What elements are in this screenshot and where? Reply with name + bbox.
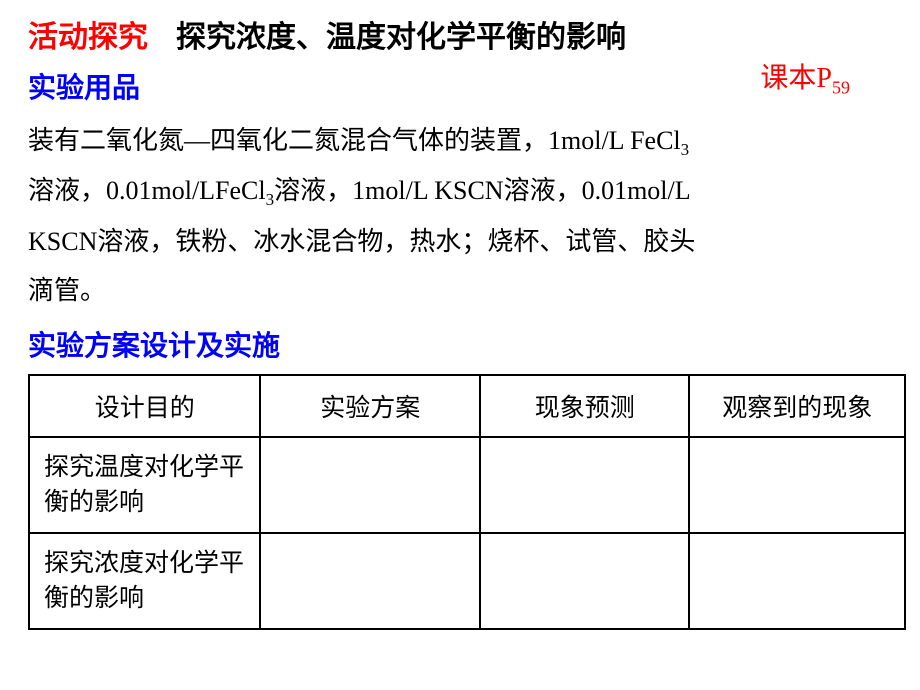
cell-prediction-1: [480, 437, 690, 533]
cell-purpose-2: 探究浓度对化学平衡的影响: [29, 533, 260, 629]
main-title: 探究浓度、温度对化学平衡的影响: [176, 12, 626, 56]
materials-line3: KSCN溶液，铁粉、冰水混合物，热水；烧杯、试管、胶头: [28, 227, 695, 256]
table-header-row: 设计目的 实验方案 现象预测 观察到的现象: [29, 375, 905, 437]
table-row: 探究浓度对化学平衡的影响: [29, 533, 905, 629]
cell-observation-1: [689, 437, 905, 533]
cell-observation-2: [689, 533, 905, 629]
materials-line1-part1: 装有二氧化氮—四氧化二氮混合气体的装置，1mol/L FeCl: [28, 126, 681, 155]
materials-sub1: 3: [681, 140, 690, 159]
cell-prediction-2: [480, 533, 690, 629]
materials-sub2: 3: [266, 191, 275, 210]
materials-line2-part1: 溶液，0.01mol/LFeCl: [28, 176, 266, 205]
materials-line4: 滴管。: [28, 276, 106, 305]
header-purpose: 设计目的: [29, 375, 260, 437]
page-reference: 课本P59: [760, 56, 850, 99]
experiment-table: 设计目的 实验方案 现象预测 观察到的现象 探究温度对化学平衡的影响 探究浓度对…: [28, 374, 906, 630]
experiment-table-container: 设计目的 实验方案 现象预测 观察到的现象 探究温度对化学平衡的影响 探究浓度对…: [28, 374, 892, 630]
header-prediction: 现象预测: [480, 375, 690, 437]
materials-text: 装有二氧化氮—四氧化二氮混合气体的装置，1mol/L FeCl3 溶液，0.01…: [28, 116, 892, 316]
page-ref-prefix: 课本P: [760, 63, 832, 94]
page-ref-sub: 59: [832, 78, 850, 98]
title-row: 活动探究 探究浓度、温度对化学平衡的影响: [28, 12, 892, 56]
header-observation: 观察到的现象: [689, 375, 905, 437]
design-heading: 实验方案设计及实施: [28, 324, 892, 364]
cell-plan-1: [260, 437, 479, 533]
table-row: 探究温度对化学平衡的影响: [29, 437, 905, 533]
cell-purpose-1: 探究温度对化学平衡的影响: [29, 437, 260, 533]
materials-line2-part2: 溶液，1mol/L KSCN溶液，0.01mol/L: [274, 176, 691, 205]
activity-label: 活动探究: [28, 12, 148, 56]
cell-plan-2: [260, 533, 479, 629]
header-plan: 实验方案: [260, 375, 479, 437]
